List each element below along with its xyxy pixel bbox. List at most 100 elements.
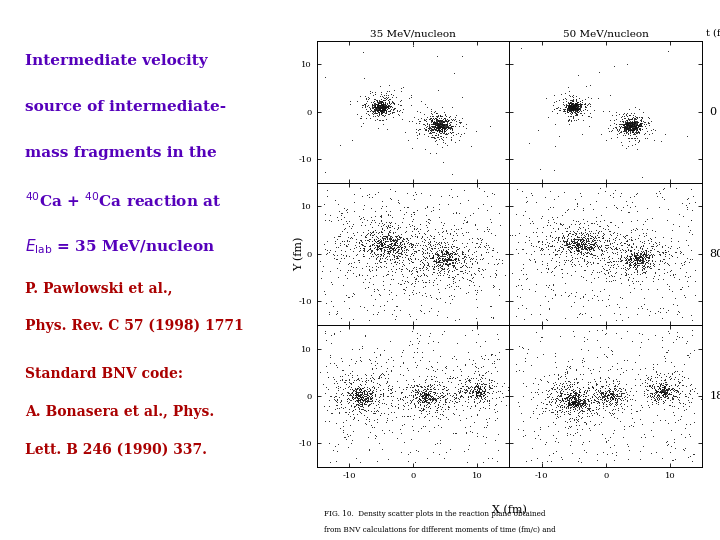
Point [633, 255, 644, 264]
Point [644, 382, 655, 390]
Point [331, 213, 343, 222]
Point [409, 222, 420, 231]
Point [544, 400, 555, 408]
Point [486, 384, 498, 393]
Point [387, 309, 398, 318]
Point [447, 241, 459, 250]
Point [624, 110, 635, 119]
Point [688, 450, 700, 458]
Point [658, 388, 670, 396]
Point [629, 226, 641, 235]
Point [430, 116, 441, 124]
Point [674, 415, 685, 423]
Point [421, 244, 433, 253]
Point [647, 418, 658, 427]
Text: from BNV calculations for different moments of time (fm/c) and: from BNV calculations for different mome… [324, 525, 556, 534]
Point [331, 395, 343, 404]
Point [678, 402, 689, 410]
Point [602, 389, 613, 398]
Point [629, 119, 640, 127]
Point [676, 260, 688, 269]
Point [455, 259, 467, 267]
Point [576, 254, 588, 262]
Point [446, 258, 457, 267]
Point [589, 396, 600, 404]
Point [563, 105, 575, 114]
Point [431, 117, 443, 126]
Point [387, 254, 398, 263]
Point [570, 103, 581, 111]
Point [567, 106, 579, 114]
Point [426, 126, 437, 135]
Point [588, 246, 600, 254]
Point [453, 116, 464, 124]
Point [421, 245, 433, 253]
Point [616, 293, 628, 302]
Point [436, 116, 447, 125]
Point [401, 398, 413, 407]
Point [433, 117, 444, 125]
Point [569, 107, 580, 116]
Point [345, 355, 356, 363]
Point [406, 257, 418, 266]
Point [377, 99, 389, 107]
Point [629, 114, 641, 123]
Point [599, 434, 611, 442]
Point [654, 380, 665, 389]
Point [546, 385, 557, 394]
Point [597, 296, 608, 305]
Point [554, 406, 566, 414]
Point [554, 398, 566, 407]
Point [430, 122, 441, 130]
Point [626, 235, 637, 244]
Point [368, 216, 379, 225]
Point [582, 221, 593, 230]
Point [357, 387, 369, 396]
Point [550, 104, 562, 112]
Point [444, 255, 456, 264]
Point [599, 243, 611, 252]
Point [600, 376, 611, 385]
Point [405, 267, 416, 275]
Point [629, 251, 641, 260]
Point [572, 390, 584, 399]
Point [376, 242, 387, 251]
Point [455, 367, 467, 375]
Point [614, 256, 626, 265]
Point [346, 407, 358, 415]
Point [613, 384, 625, 393]
Point [557, 268, 568, 277]
Point [467, 356, 479, 364]
Point [675, 247, 686, 255]
Point [391, 106, 402, 114]
Point [636, 125, 648, 133]
Point [623, 118, 634, 127]
Point [563, 115, 575, 124]
Point [620, 197, 631, 205]
Point [595, 382, 607, 391]
Point [382, 228, 393, 237]
Point [409, 243, 420, 252]
Point [354, 183, 366, 192]
Point [379, 246, 391, 255]
Point [373, 110, 384, 118]
Point [626, 404, 637, 413]
Point [391, 254, 402, 262]
Point [575, 103, 586, 111]
Point [433, 256, 445, 265]
Point [633, 370, 644, 379]
Point [563, 101, 575, 110]
Point [449, 248, 460, 256]
Point [626, 128, 638, 137]
Point [444, 445, 456, 454]
Point [634, 253, 646, 261]
Point [470, 388, 482, 396]
Point [407, 279, 418, 287]
Point [459, 386, 471, 395]
Point [534, 165, 546, 173]
Point [628, 128, 639, 137]
Point [415, 124, 426, 133]
Point [624, 281, 635, 289]
Point [441, 269, 453, 278]
Point [426, 131, 438, 139]
